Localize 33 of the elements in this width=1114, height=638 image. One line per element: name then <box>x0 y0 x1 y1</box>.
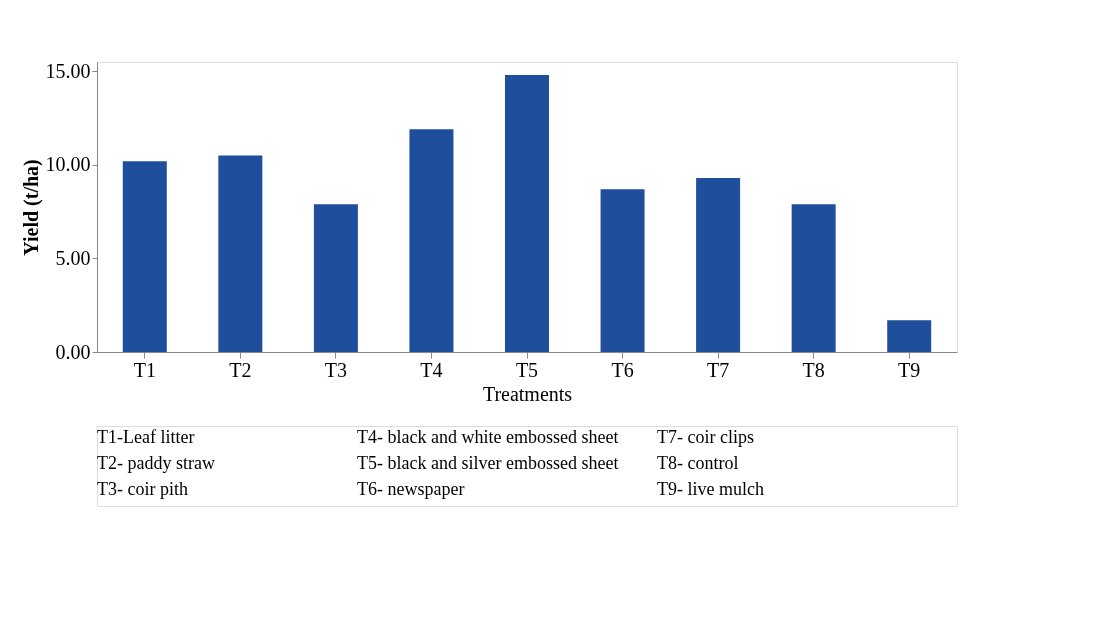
text: T9- live mulch <box>657 479 764 499</box>
x-tick-label: T5 <box>515 358 539 381</box>
bar <box>218 155 263 352</box>
bar <box>122 161 167 352</box>
x-tick-label: T4 <box>420 358 443 381</box>
text: T4- black and white embossed sheet <box>357 427 619 447</box>
text: T5- black and silver embossed sheet <box>357 453 619 473</box>
x-tick-label: T8 <box>802 358 825 381</box>
bar <box>887 320 932 352</box>
text: T1-Leaf litter <box>97 427 195 447</box>
bar <box>696 178 741 352</box>
x-tick-label: T2 <box>229 358 252 381</box>
x-tick-label: T1 <box>133 358 156 381</box>
y-tick-label: 10.00 <box>45 153 91 176</box>
bar <box>505 75 549 352</box>
text: T2- paddy straw <box>97 453 215 473</box>
y-tick-label: 0.00 <box>55 340 91 363</box>
x-axis-title: Treatments <box>482 382 573 405</box>
bar <box>600 189 645 352</box>
y-axis-title: Yield (t/ha) <box>19 159 43 256</box>
bar <box>409 129 454 352</box>
x-tick-label: T3 <box>324 358 347 381</box>
x-tick-label: T9 <box>898 358 921 381</box>
y-tick-label: 5.00 <box>55 246 91 269</box>
x-tick-label: T6 <box>611 358 634 381</box>
text: T3- coir pith <box>97 479 188 499</box>
y-tick-label: 15.00 <box>45 59 91 82</box>
text: T7- coir clips <box>657 427 754 447</box>
text: T6- newspaper <box>357 479 465 499</box>
x-tick-label: T7 <box>707 358 730 381</box>
text: T8- control <box>657 453 739 473</box>
bar <box>791 204 836 352</box>
bar <box>313 204 358 352</box>
